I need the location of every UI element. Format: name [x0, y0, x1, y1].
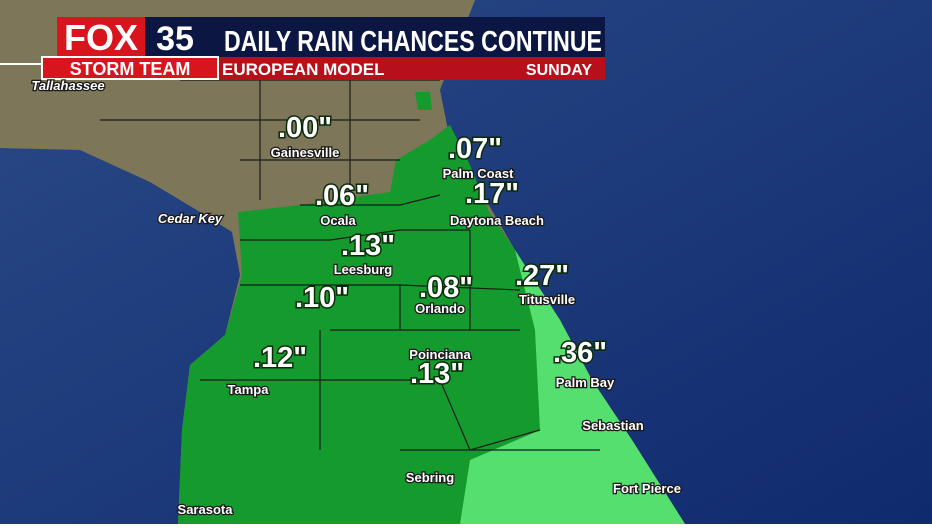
city-label: Leesburg — [334, 262, 393, 277]
city-label: Sarasota — [178, 502, 234, 517]
day: SUNDAY — [526, 62, 592, 79]
rain-total: .07" — [448, 133, 502, 165]
rain-total: .10" — [295, 282, 349, 314]
rain-total: .27" — [515, 260, 569, 292]
rain-total: .13" — [410, 358, 464, 390]
labels: Tallahassee Gainesville Cedar Key Ocala Palm… — [30, 77, 682, 519]
rain-total: .06" — [315, 180, 369, 212]
logo-box — [57, 17, 145, 57]
city-label: Poinciana — [409, 347, 471, 362]
title-bar — [205, 17, 605, 57]
brand: STORM TEAM — [70, 59, 191, 79]
header: FOX 35 STORM TEAM DAILY RAIN CHANCES CON… — [0, 17, 605, 80]
city-label: Palm Bay — [556, 375, 615, 390]
city-label: Gainesville — [271, 145, 340, 160]
city-label: Titusville — [519, 292, 575, 307]
rain-total: .36" — [553, 337, 607, 369]
city-label: Fort Pierce — [613, 481, 681, 496]
rain-total: .08" — [419, 272, 473, 304]
city-label: Sebring — [406, 470, 454, 485]
city-label: Ocala — [320, 213, 356, 228]
logo-number-box — [145, 17, 205, 57]
heavier-rain-area — [460, 250, 685, 524]
city-label: Cedar Key — [158, 211, 223, 226]
logo-number: 35 — [156, 20, 194, 58]
model: EUROPEAN MODEL — [222, 60, 384, 79]
rain-total: .00" — [278, 112, 332, 144]
city-label: Daytona Beach — [450, 213, 544, 228]
city-label: Orlando — [415, 301, 465, 316]
subtitle-bar — [205, 57, 605, 80]
rain-total: .17" — [465, 178, 519, 210]
brand-box — [41, 56, 219, 80]
city-label: Palm Coast — [443, 166, 514, 181]
city-label: Tampa — [228, 382, 270, 397]
rain-total: .12" — [253, 342, 307, 374]
city-label: Sebastian — [582, 418, 643, 433]
city-label: Tallahassee — [31, 78, 104, 93]
title: DAILY RAIN CHANCES CONTINUE — [224, 26, 602, 58]
rain-area — [415, 92, 432, 110]
logo: FOX — [64, 17, 138, 58]
rain-total: .13" — [341, 230, 395, 262]
